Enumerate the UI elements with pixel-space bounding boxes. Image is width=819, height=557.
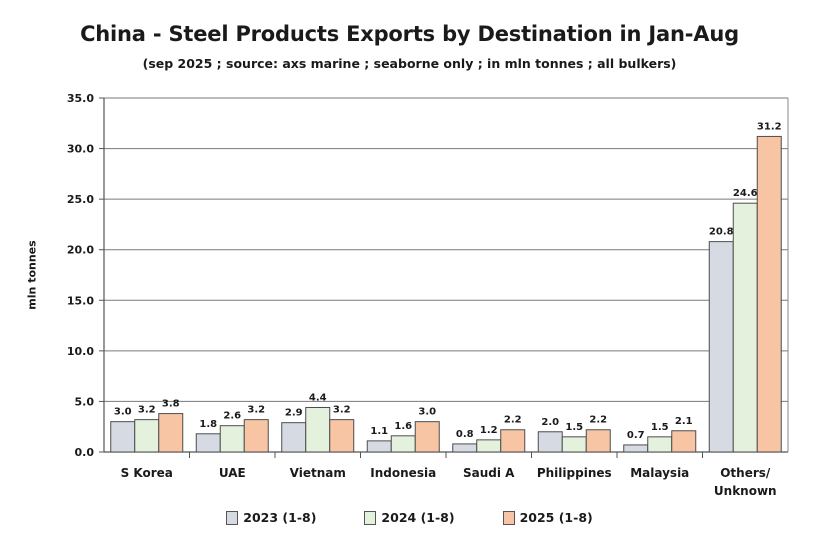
bar bbox=[585, 429, 611, 453]
bar bbox=[305, 406, 331, 453]
y-tick-label: 10.0 bbox=[67, 345, 94, 358]
data-label: 2.2 bbox=[504, 415, 522, 426]
bar bbox=[452, 443, 478, 453]
y-tick-label: 30.0 bbox=[67, 143, 94, 156]
data-label: 3.0 bbox=[418, 407, 436, 418]
x-tick-label: Vietnam bbox=[290, 466, 346, 480]
data-label: 3.0 bbox=[114, 407, 132, 418]
data-label: 3.2 bbox=[138, 405, 156, 416]
x-tick-label: Malaysia bbox=[630, 466, 689, 480]
bar bbox=[708, 241, 734, 453]
data-label: 0.7 bbox=[627, 430, 645, 441]
bar bbox=[623, 444, 649, 453]
data-label: 3.2 bbox=[247, 405, 265, 416]
data-label: 2.1 bbox=[675, 416, 693, 427]
bar bbox=[366, 440, 392, 453]
data-label: 1.1 bbox=[370, 426, 388, 437]
data-label: 4.4 bbox=[309, 392, 327, 403]
bar bbox=[561, 436, 587, 453]
data-label: 1.5 bbox=[651, 422, 669, 433]
bar bbox=[134, 419, 160, 453]
bar bbox=[158, 413, 184, 453]
legend-label: 2025 (1-8) bbox=[519, 510, 593, 525]
x-tick-label: Others/ bbox=[720, 466, 771, 480]
bar bbox=[476, 439, 502, 453]
bar bbox=[390, 435, 416, 453]
bar bbox=[329, 419, 355, 453]
bar bbox=[756, 135, 782, 453]
y-tick-label: 35.0 bbox=[67, 92, 94, 105]
chart-title: China - Steel Products Exports by Destin… bbox=[80, 22, 739, 46]
data-label: 3.2 bbox=[333, 405, 351, 416]
y-tick-label: 0.0 bbox=[75, 446, 95, 459]
chart-subtitle: (sep 2025 ; source: axs marine ; seaborn… bbox=[142, 56, 677, 71]
bar bbox=[281, 422, 307, 453]
bar bbox=[110, 421, 136, 453]
x-tick-label: Unknown bbox=[714, 484, 777, 498]
data-label: 3.8 bbox=[162, 399, 180, 410]
data-label: 31.2 bbox=[757, 121, 782, 132]
bar bbox=[219, 425, 245, 453]
x-tick-label: Saudi A bbox=[463, 466, 515, 480]
data-label: 1.5 bbox=[565, 422, 583, 433]
data-label: 2.2 bbox=[589, 415, 607, 426]
x-tick-label: UAE bbox=[219, 466, 246, 480]
legend-item: 2025 (1-8) bbox=[502, 510, 593, 525]
legend-item: 2024 (1-8) bbox=[364, 510, 455, 525]
legend-label: 2023 (1-8) bbox=[243, 510, 317, 525]
y-tick-label: 20.0 bbox=[67, 244, 94, 257]
data-label: 2.9 bbox=[285, 408, 303, 419]
legend: 2023 (1-8) 2024 (1-8) 2025 (1-8) bbox=[0, 510, 819, 525]
bar bbox=[537, 431, 563, 453]
data-label: 2.0 bbox=[541, 417, 559, 428]
y-tick-label: 15.0 bbox=[67, 294, 94, 307]
legend-item: 2023 (1-8) bbox=[226, 510, 316, 525]
bar bbox=[195, 433, 221, 453]
x-tick-label: S Korea bbox=[121, 466, 173, 480]
bar bbox=[414, 421, 440, 453]
bar bbox=[647, 436, 673, 453]
bar bbox=[243, 419, 269, 453]
legend-label: 2024 (1-8) bbox=[381, 510, 455, 525]
data-label: 1.2 bbox=[480, 425, 498, 436]
y-tick-label: 5.0 bbox=[75, 395, 95, 408]
data-label: 20.8 bbox=[709, 227, 734, 238]
legend-swatch bbox=[226, 510, 239, 525]
bar bbox=[500, 429, 526, 453]
legend-swatch bbox=[364, 510, 377, 525]
bar bbox=[671, 430, 697, 453]
x-tick-label: Indonesia bbox=[370, 466, 436, 480]
data-label: 1.8 bbox=[199, 419, 217, 430]
bar bbox=[732, 202, 758, 453]
data-label: 0.8 bbox=[456, 429, 474, 440]
y-tick-label: 25.0 bbox=[67, 193, 94, 206]
data-label: 2.6 bbox=[223, 411, 241, 422]
x-tick-label: Philippines bbox=[537, 466, 612, 480]
data-label: 1.6 bbox=[394, 421, 412, 432]
legend-swatch bbox=[502, 510, 515, 525]
data-label: 24.6 bbox=[733, 188, 758, 199]
